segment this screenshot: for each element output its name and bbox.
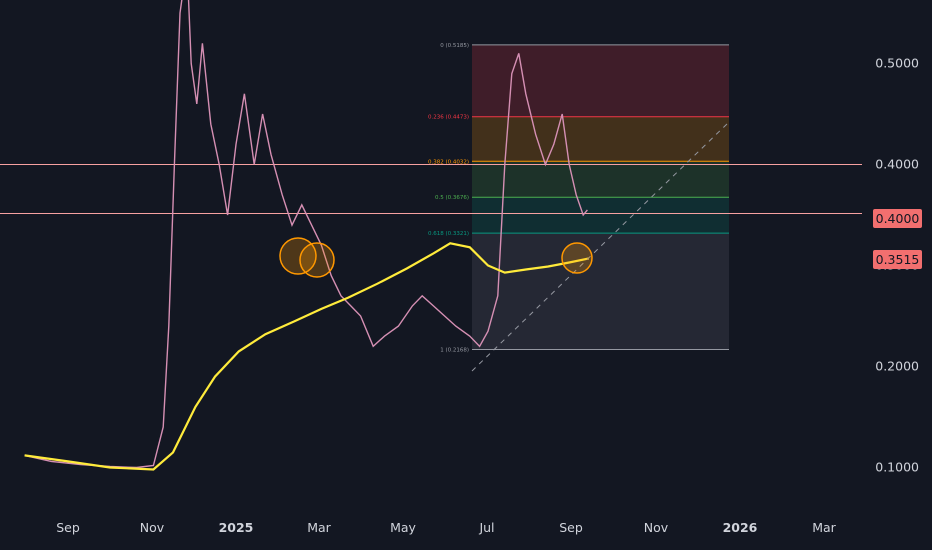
moving-average-line — [24, 242, 590, 471]
y-tick-label: 0.2000 — [875, 359, 919, 374]
fib-level-label: 0.382 (0.4032) — [428, 159, 469, 165]
fib-level-label: 0.618 (0.3321) — [428, 231, 469, 237]
x-tick-label: Mar — [307, 520, 331, 535]
x-tick-label: Sep — [56, 520, 80, 535]
fib-zone — [472, 116, 729, 162]
fib-zone — [472, 44, 729, 117]
fib-level-label: 1 (0.2168) — [440, 348, 469, 354]
y-tick-label: 0.5000 — [875, 56, 919, 71]
fib-level-label: 0.5 (0.3676) — [435, 195, 469, 201]
x-axis: Sep Nov 2025 Mar May Jul Sep Nov 2026 Mar — [56, 520, 836, 535]
y-tick-label: 0.4000 — [875, 157, 919, 172]
fib-zone — [472, 161, 729, 198]
x-tick-label: Sep — [559, 520, 583, 535]
x-tick-label: 2025 — [219, 520, 254, 535]
x-tick-label: 2026 — [723, 520, 758, 535]
price-tag-upper: 0.4000 — [873, 209, 922, 228]
highlight-circle — [561, 242, 593, 274]
price-tag-lower: 0.3515 — [873, 250, 922, 269]
x-tick-label: Nov — [644, 520, 669, 535]
x-tick-label: Nov — [140, 520, 165, 535]
x-tick-label: Mar — [812, 520, 836, 535]
highlight-circle — [299, 242, 335, 278]
fib-zone — [472, 233, 729, 350]
fib-level-label: 0.236 (0.4473) — [428, 115, 469, 121]
x-tick-label: May — [390, 520, 416, 535]
fib-level-label: 0 (0.5185) — [440, 43, 469, 49]
fibonacci-retracement[interactable]: 0 (0.5185) 0.236 (0.4473) 0.382 (0.4032) 0.… — [428, 43, 729, 354]
fib-zone — [472, 197, 729, 234]
price-line — [24, 0, 588, 469]
y-tick-label: 0.1000 — [875, 460, 919, 475]
horizontal-levels[interactable] — [0, 164, 862, 214]
x-tick-label: Jul — [478, 520, 494, 535]
